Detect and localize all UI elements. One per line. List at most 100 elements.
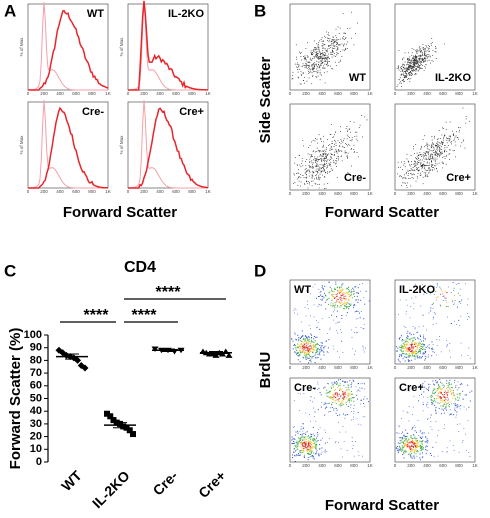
event-dot (415, 55, 416, 57)
panel-label: C (4, 261, 16, 280)
event-dot (339, 297, 341, 299)
event-dot (347, 131, 348, 132)
event-dot (360, 383, 362, 385)
event-dot (420, 336, 421, 337)
event-dot (302, 65, 304, 67)
event-dot (327, 48, 328, 50)
event-dot (396, 450, 398, 452)
event-dot (407, 64, 409, 65)
event-dot (430, 150, 432, 151)
event-dot (340, 294, 342, 296)
event-dot (311, 160, 313, 162)
event-dot (304, 183, 305, 185)
event-dot (330, 152, 332, 154)
event-dot (407, 171, 409, 172)
event-dot (296, 164, 298, 166)
event-dot (446, 140, 448, 141)
event-dot (342, 404, 344, 406)
event-dot (417, 352, 419, 354)
event-dot (428, 47, 430, 49)
event-dot (301, 348, 303, 350)
event-dot (411, 344, 412, 346)
event-dot (330, 390, 332, 392)
event-dot (422, 139, 424, 140)
error-bar (161, 348, 175, 353)
event-dot (399, 448, 401, 450)
event-dot (343, 392, 345, 394)
event-dot (307, 42, 308, 44)
event-dot (451, 393, 453, 395)
event-dot (425, 55, 426, 56)
event-dot (408, 332, 410, 334)
event-dot (435, 410, 437, 412)
event-dot (327, 154, 329, 155)
event-dot (323, 176, 325, 177)
event-dot (315, 164, 317, 166)
event-dot (298, 176, 300, 177)
event-dot (327, 298, 329, 300)
event-dot (415, 144, 417, 145)
event-dot (407, 432, 409, 434)
event-dot (450, 292, 452, 293)
event-dot (426, 155, 427, 157)
event-dot (321, 156, 323, 158)
event-dot (447, 391, 449, 393)
event-dot (345, 295, 347, 297)
event-dot (442, 163, 444, 165)
event-dot (347, 129, 349, 131)
event-dot (439, 293, 441, 295)
y-axis-label: % of Max (19, 37, 24, 57)
event-dot (327, 37, 328, 39)
event-dot (439, 155, 441, 156)
event-dot (424, 352, 426, 354)
event-dot (316, 72, 318, 74)
event-dot (411, 72, 413, 74)
event-dot (300, 343, 302, 345)
event-dot (314, 388, 316, 390)
event-dot (304, 347, 306, 349)
event-dot (457, 423, 458, 425)
event-dot (301, 66, 303, 67)
event-dot (421, 166, 422, 168)
event-dot (308, 175, 310, 177)
event-dot (459, 325, 461, 326)
event-dot (336, 151, 338, 152)
event-dot (406, 343, 408, 345)
event-dot (337, 415, 339, 416)
event-dot (307, 440, 309, 442)
event-dot (403, 68, 405, 70)
event-dot (292, 443, 294, 444)
event-dot (426, 170, 428, 171)
event-dot (412, 442, 414, 444)
event-dot (438, 130, 440, 131)
event-dot (412, 63, 414, 65)
event-dot (353, 408, 355, 409)
event-dot (460, 145, 462, 147)
event-dot (341, 155, 342, 157)
event-dot (353, 404, 355, 406)
event-dot (417, 162, 419, 163)
event-dot (428, 158, 430, 160)
event-dot (432, 316, 434, 318)
event-dot (414, 169, 415, 171)
event-dot (312, 352, 314, 354)
x-tick-label: 600 (172, 91, 180, 96)
event-dot (416, 168, 418, 170)
event-dot (324, 162, 325, 164)
event-dot (468, 406, 470, 408)
event-dot (347, 414, 349, 416)
y-tick-label: 100 (24, 329, 42, 341)
event-dot (440, 400, 442, 402)
event-dot (410, 457, 412, 459)
event-dot (454, 300, 456, 301)
event-dot (344, 381, 346, 383)
event-dot (422, 352, 424, 354)
event-dot (310, 420, 311, 422)
event-dot (446, 137, 447, 139)
event-dot (320, 439, 322, 441)
event-dot (345, 414, 347, 416)
event-dot (399, 82, 401, 84)
event-dot (320, 150, 322, 152)
event-dot (305, 336, 307, 337)
event-dot (402, 342, 404, 344)
